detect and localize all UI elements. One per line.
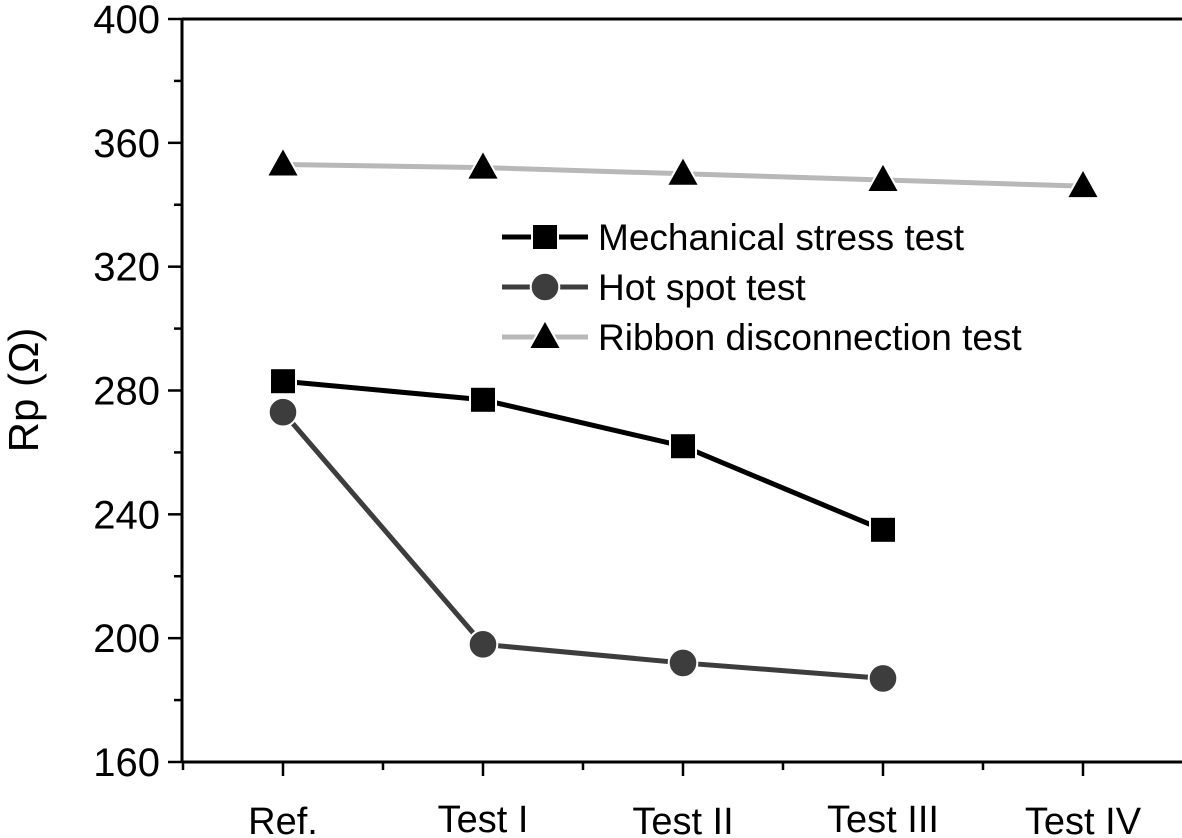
data-point [867, 663, 899, 694]
y-tick-label: 280 [93, 370, 160, 414]
data-point [467, 629, 499, 660]
series-layer [265, 145, 1101, 694]
data-point [869, 515, 897, 544]
legend: Mechanical stress test Hot spot test Ribbo… [502, 217, 1022, 358]
legend-marker [527, 317, 563, 351]
data-point [267, 396, 299, 428]
legend-label: Hot spot test [598, 267, 806, 308]
legend-marker [531, 223, 559, 251]
legend-entry: Hot spot test [502, 267, 806, 308]
data-point [465, 148, 501, 181]
y-tick-label: 160 [93, 741, 160, 785]
data-point [1065, 166, 1101, 200]
series-line [281, 410, 884, 681]
data-point [865, 160, 901, 193]
y-axis-label: Rp (Ω) [0, 328, 47, 453]
series-triangle [265, 145, 1101, 200]
data-point [469, 385, 497, 414]
y-tick-label: 200 [93, 617, 160, 661]
y-tick-label: 400 [93, 0, 160, 42]
x-tick-label: Test II [632, 801, 733, 838]
series-line [282, 378, 884, 533]
x-tick-label: Test I [438, 799, 529, 838]
legend-label: Mechanical stress test [598, 217, 965, 258]
legend-label: Ribbon disconnection test [598, 317, 1022, 358]
data-point [669, 432, 697, 461]
axes: 160 200 240 280 320 360 400 Ref. Test I Test II Te… [93, 0, 1182, 838]
y-tick-label: 360 [93, 122, 160, 166]
legend-entry: Mechanical stress test [502, 217, 965, 258]
x-tick-label: Test III [827, 799, 939, 838]
data-point [269, 367, 297, 396]
legend-entry: Ribbon disconnection test [502, 317, 1022, 358]
series-circle [267, 396, 899, 694]
x-tick-label: Test IV [1025, 801, 1142, 838]
x-tick-label: Ref. [248, 801, 318, 838]
y-tick-label: 240 [93, 493, 160, 537]
data-point [665, 154, 701, 187]
data-point [265, 145, 301, 178]
data-point [667, 647, 699, 679]
legend-marker [529, 271, 561, 303]
series-square [269, 367, 897, 544]
y-tick-label: 320 [93, 246, 160, 290]
